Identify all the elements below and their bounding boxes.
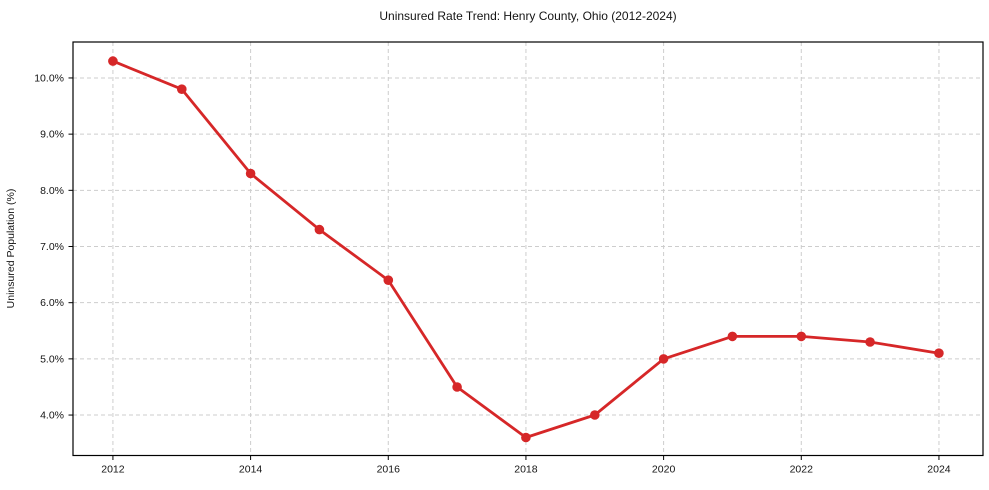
data-point-marker bbox=[177, 84, 187, 94]
x-tick-label: 2020 bbox=[652, 464, 676, 476]
grid-layer bbox=[73, 42, 983, 456]
data-point-marker bbox=[658, 354, 669, 364]
tick-layer bbox=[68, 77, 940, 460]
x-tick-label: 2018 bbox=[514, 464, 538, 476]
chart-title: Uninsured Rate Trend: Henry County, Ohio… bbox=[379, 9, 676, 23]
tick-label-layer: 4.0% 5.0% 6.0% 7.0% 8.0% 9.0% 10.0% 2012 2014 201… bbox=[34, 72, 951, 475]
data-point-marker bbox=[245, 168, 256, 179]
data-point-marker bbox=[727, 331, 738, 342]
data-point-marker bbox=[934, 348, 944, 359]
x-tick-label: 2024 bbox=[927, 464, 951, 476]
y-tick-label: 7.0% bbox=[40, 241, 64, 253]
series-layer bbox=[108, 56, 944, 443]
data-point-marker bbox=[314, 224, 325, 235]
data-point-marker bbox=[108, 56, 118, 66]
data-point-marker bbox=[452, 382, 462, 392]
x-tick-label: 2022 bbox=[790, 464, 814, 476]
plot-border bbox=[72, 41, 984, 457]
data-point-marker bbox=[590, 410, 600, 420]
y-tick-label: 10.0% bbox=[34, 72, 64, 84]
x-tick-label: 2016 bbox=[377, 464, 401, 476]
y-tick-label: 8.0% bbox=[40, 185, 64, 197]
x-tick-label: 2014 bbox=[239, 464, 263, 476]
data-point-marker bbox=[521, 432, 531, 443]
y-tick-label: 9.0% bbox=[40, 129, 64, 141]
data-point-marker bbox=[796, 331, 807, 342]
y-tick-label: 4.0% bbox=[40, 410, 64, 422]
y-tick-label: 6.0% bbox=[40, 297, 64, 309]
y-tick-label: 5.0% bbox=[40, 353, 64, 365]
x-tick-label: 2012 bbox=[101, 464, 125, 476]
data-point-marker bbox=[383, 275, 394, 286]
y-axis-label: Uninsured Population (%) bbox=[5, 189, 17, 309]
data-point-marker bbox=[865, 337, 875, 347]
